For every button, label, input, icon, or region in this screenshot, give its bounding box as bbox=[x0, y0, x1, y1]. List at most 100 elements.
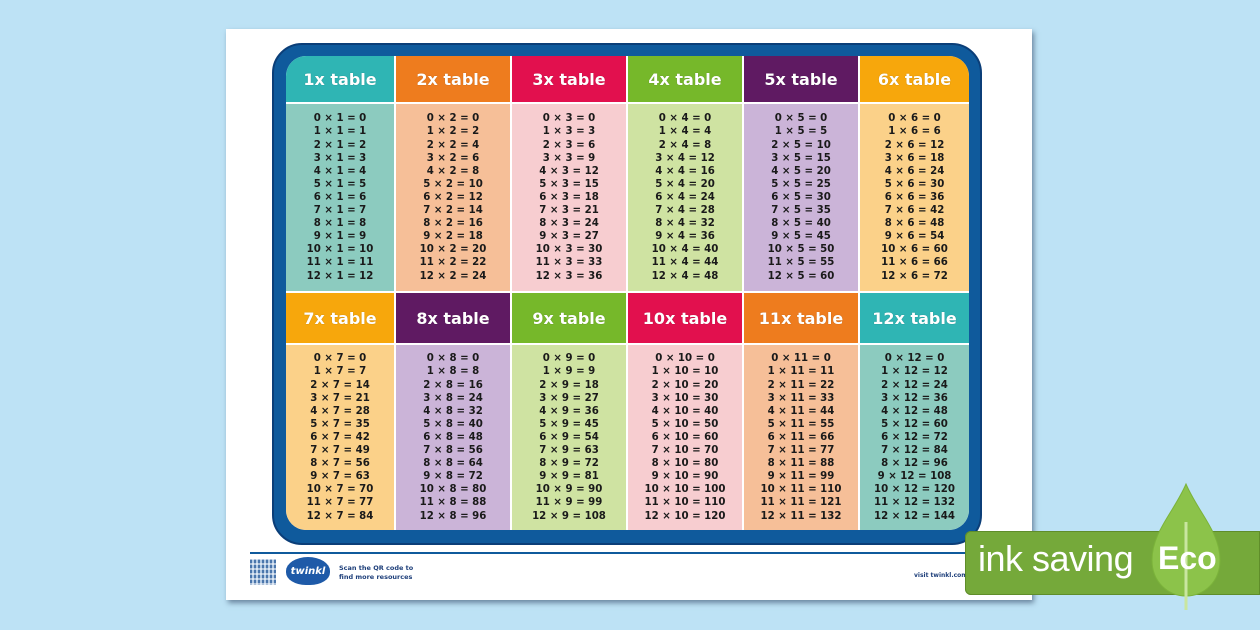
table-row: 7 × 3 = 21 bbox=[539, 205, 599, 217]
table-row: 6 × 3 = 18 bbox=[539, 191, 599, 203]
table-row: 7 × 1 = 7 bbox=[313, 205, 367, 217]
table-row: 4 × 4 = 16 bbox=[655, 165, 715, 177]
table-row: 4 × 10 = 40 bbox=[651, 405, 719, 417]
table-row: 7 × 2 = 14 bbox=[423, 205, 483, 217]
table-row: 10 × 11 = 110 bbox=[760, 484, 842, 496]
table-header: 10x table bbox=[628, 293, 742, 343]
table-row: 6 × 1 = 6 bbox=[313, 191, 367, 203]
table-row: 7 × 7 = 49 bbox=[310, 445, 370, 457]
table-row: 6 × 12 = 72 bbox=[881, 431, 948, 443]
table-row: 6 × 5 = 30 bbox=[771, 191, 831, 203]
table-row: 9 × 11 = 99 bbox=[767, 471, 835, 483]
table-row: 0 × 7 = 0 bbox=[313, 353, 367, 365]
table-row: 11 × 9 = 99 bbox=[535, 497, 603, 509]
table-row: 2 × 5 = 10 bbox=[771, 139, 831, 151]
table-row: 6 × 10 = 60 bbox=[651, 431, 719, 443]
table-row: 12 × 9 = 108 bbox=[532, 510, 606, 522]
table-row: 9 × 3 = 27 bbox=[539, 231, 599, 243]
table-row: 0 × 12 = 0 bbox=[884, 353, 945, 365]
table-row: 7 × 10 = 70 bbox=[651, 445, 719, 457]
table-row: 9 × 12 = 108 bbox=[877, 471, 952, 483]
table-row: 4 × 11 = 44 bbox=[767, 405, 835, 417]
table-row: 8 × 6 = 48 bbox=[884, 218, 945, 230]
table-row: 9 × 2 = 18 bbox=[423, 231, 483, 243]
table-row: 6 × 7 = 42 bbox=[310, 431, 370, 443]
table-header: 2x table bbox=[396, 56, 510, 102]
table-row: 10 × 3 = 30 bbox=[535, 244, 603, 256]
table-row: 8 × 1 = 8 bbox=[313, 218, 367, 230]
table-row: 5 × 3 = 15 bbox=[539, 178, 599, 190]
table-row: 11 × 10 = 110 bbox=[644, 497, 726, 509]
table-row: 3 × 2 = 6 bbox=[426, 152, 480, 164]
table-row: 6 × 6 = 36 bbox=[884, 191, 945, 203]
table-row: 11 × 4 = 44 bbox=[651, 257, 719, 269]
table-row: 0 × 1 = 0 bbox=[313, 113, 367, 125]
table-row: 0 × 9 = 0 bbox=[542, 353, 596, 365]
table-row: 11 × 8 = 88 bbox=[419, 497, 487, 509]
table-row: 7 × 8 = 56 bbox=[423, 445, 483, 457]
ink-saving-label: ink saving bbox=[978, 538, 1134, 579]
table-row: 2 × 11 = 22 bbox=[767, 379, 835, 391]
table-header: 8x table bbox=[396, 293, 510, 343]
table-row: 2 × 9 = 18 bbox=[539, 379, 599, 391]
table-row: 5 × 10 = 50 bbox=[651, 418, 719, 430]
table-row: 3 × 9 = 27 bbox=[539, 392, 599, 404]
table-header: 7x table bbox=[286, 293, 394, 343]
table-row: 5 × 4 = 20 bbox=[655, 178, 715, 190]
table-row: 6 × 2 = 12 bbox=[423, 191, 483, 203]
leaf-icon bbox=[1151, 482, 1221, 610]
table-row: 4 × 1 = 4 bbox=[313, 165, 367, 177]
table-row: 12 × 1 = 12 bbox=[306, 270, 374, 282]
table-row: 10 × 10 = 100 bbox=[644, 484, 726, 496]
table-row: 7 × 5 = 35 bbox=[771, 205, 831, 217]
table-row: 8 × 11 = 88 bbox=[767, 458, 835, 470]
table-row: 7 × 11 = 77 bbox=[767, 445, 835, 457]
table-row: 1 × 1 = 1 bbox=[313, 126, 367, 138]
table-row: 12 × 2 = 24 bbox=[419, 270, 487, 282]
table-row: 9 × 5 = 45 bbox=[771, 231, 831, 243]
table-row: 1 × 8 = 8 bbox=[426, 366, 480, 378]
qr-code-icon[interactable] bbox=[250, 559, 276, 585]
table-row: 9 × 10 = 90 bbox=[651, 471, 719, 483]
table-row: 8 × 8 = 64 bbox=[423, 458, 483, 470]
table-row: 10 × 6 = 60 bbox=[881, 244, 948, 256]
table-row: 3 × 8 = 24 bbox=[423, 392, 483, 404]
scan-line-2: find more resources bbox=[339, 572, 413, 581]
table-row: 6 × 9 = 54 bbox=[539, 431, 599, 443]
table-row: 5 × 5 = 25 bbox=[771, 178, 831, 190]
table-row: 0 × 4 = 0 bbox=[658, 113, 712, 125]
visit-link[interactable]: visit twinkl.com bbox=[914, 572, 968, 579]
table-row: 8 × 2 = 16 bbox=[423, 218, 483, 230]
table-row: 1 × 6 = 6 bbox=[888, 126, 941, 138]
table-row: 3 × 4 = 12 bbox=[655, 152, 715, 164]
table-header: 9x table bbox=[512, 293, 626, 343]
table-row: 0 × 2 = 0 bbox=[426, 113, 480, 125]
twinkl-logo: twinkl bbox=[286, 557, 330, 585]
table-row: 5 × 12 = 60 bbox=[881, 418, 948, 430]
table-row: 9 × 7 = 63 bbox=[310, 471, 370, 483]
table-row: 1 × 9 = 9 bbox=[542, 366, 596, 378]
table-row: 4 × 12 = 48 bbox=[881, 405, 948, 417]
table-row: 10 × 2 = 20 bbox=[419, 244, 487, 256]
table-row: 1 × 12 = 12 bbox=[881, 366, 948, 378]
table-row: 1 × 5 = 5 bbox=[774, 126, 828, 138]
table-row: 0 × 8 = 0 bbox=[426, 353, 480, 365]
table-row: 11 × 1 = 11 bbox=[306, 257, 374, 269]
table-row: 1 × 10 = 10 bbox=[651, 366, 719, 378]
table-row: 12 × 8 = 96 bbox=[419, 510, 487, 522]
table-row: 2 × 4 = 8 bbox=[658, 139, 712, 151]
table-row: 1 × 2 = 2 bbox=[426, 126, 480, 138]
table-row: 4 × 2 = 8 bbox=[426, 165, 480, 177]
table-row: 0 × 3 = 0 bbox=[542, 113, 596, 125]
table-row: 6 × 4 = 24 bbox=[655, 191, 715, 203]
table-row: 9 × 1 = 9 bbox=[313, 231, 367, 243]
table-row: 8 × 10 = 80 bbox=[651, 458, 719, 470]
table-row: 5 × 1 = 5 bbox=[313, 178, 367, 190]
table-row: 0 × 5 = 0 bbox=[774, 113, 828, 125]
scan-qr-text: Scan the QR code to find more resources bbox=[339, 564, 413, 581]
table-row: 2 × 10 = 20 bbox=[651, 379, 719, 391]
table-row: 0 × 6 = 0 bbox=[888, 113, 941, 125]
